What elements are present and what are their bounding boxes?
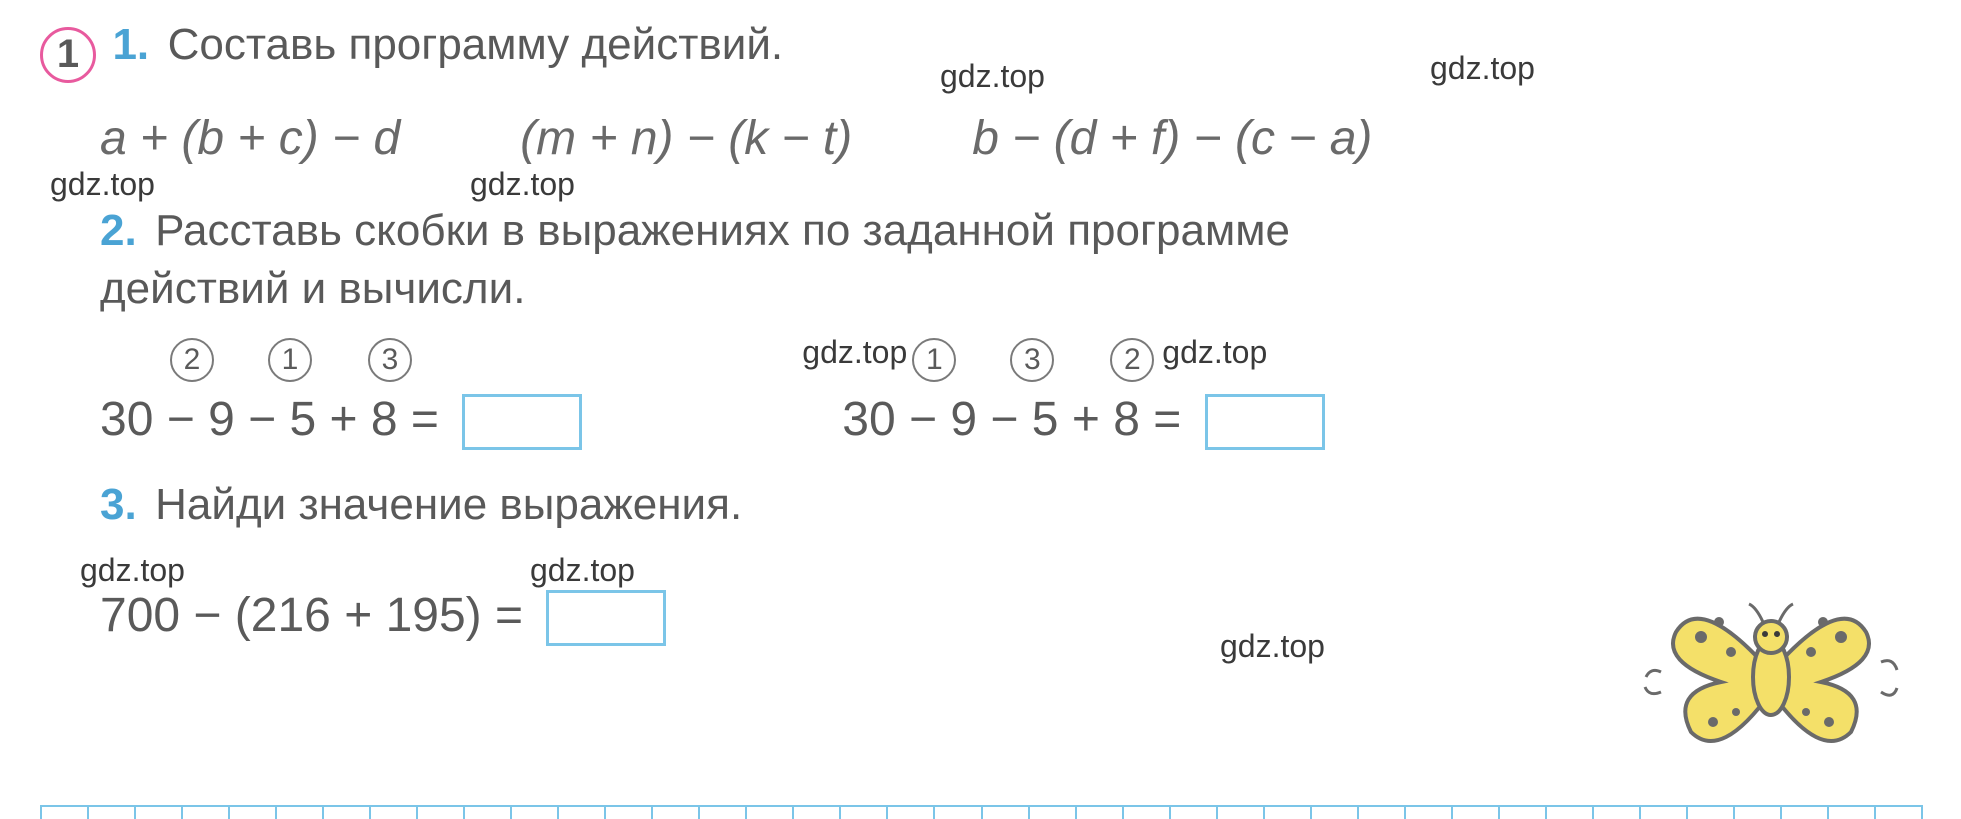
task3-heading: 3. Найди значение выражения. — [100, 480, 1921, 530]
calc-right-expr: 30 − 9 − 5 + 8 = — [842, 393, 1181, 446]
task2-calculations: 2 1 3 30 − 9 − 5 + 8 = gdz.top 1 3 2 gdz… — [100, 344, 1921, 450]
calc-left: 2 1 3 30 − 9 − 5 + 8 = — [100, 344, 582, 450]
task2-heading-cont: действий и вычисли. — [100, 264, 1921, 314]
task1-number: 1. — [112, 20, 149, 69]
task3-expr: 700 − (216 + 195) = — [100, 589, 523, 642]
butterfly-icon — [1641, 572, 1901, 777]
expr-3: b − (d + f) − (c − a) — [972, 111, 1372, 166]
calc-left-expr: 30 − 9 − 5 + 8 = — [100, 393, 439, 446]
watermark-3: gdz.top — [50, 166, 155, 203]
answer-box-task3[interactable] — [546, 590, 666, 646]
expr-2: (m + n) − (k − t) — [520, 111, 852, 166]
main-task-number: 1 — [40, 27, 96, 83]
order-circle-r3: 2 — [1110, 338, 1154, 382]
task1-text: Составь программу действий. — [168, 20, 784, 69]
watermark-6: gdz.top — [1162, 334, 1267, 371]
order-circle-l3: 3 — [368, 338, 412, 382]
expr-1: a + (b + c) − d — [100, 111, 400, 166]
calc-right: gdz.top 1 3 2 gdz.top 30 − 9 − 5 + 8 = — [842, 344, 1324, 450]
order-circle-r2: 3 — [1010, 338, 1054, 382]
task2-text-line1: Расставь скобки в выражениях по заданной… — [155, 206, 1290, 255]
watermark-8: gdz.top — [530, 552, 635, 589]
answer-box-right[interactable] — [1205, 394, 1325, 450]
watermark-4: gdz.top — [470, 166, 575, 203]
watermark-7: gdz.top — [80, 552, 185, 589]
answer-box-left[interactable] — [462, 394, 582, 450]
task1-heading: 1 1. Составь программу действий. gdz.top… — [40, 20, 1921, 83]
order-circle-r1: 1 — [912, 338, 956, 382]
ruler — [40, 805, 1921, 817]
task3-number: 3. — [100, 480, 137, 529]
watermark-9: gdz.top — [1220, 628, 1325, 665]
task2-text-line2: действий и вычисли. — [100, 264, 525, 313]
task2-heading: 2. Расставь скобки в выражениях по задан… — [100, 206, 1921, 256]
order-circle-l1: 2 — [170, 338, 214, 382]
task1-expressions: a + (b + c) − d (m + n) − (k − t) b − (d… — [100, 111, 1921, 166]
watermark-2: gdz.top — [1430, 50, 1535, 87]
task3-text: Найди значение выражения. — [155, 480, 742, 529]
task2-number: 2. — [100, 206, 137, 255]
watermark-5: gdz.top — [802, 334, 907, 371]
order-circle-l2: 1 — [268, 338, 312, 382]
watermark-1: gdz.top — [940, 58, 1045, 95]
